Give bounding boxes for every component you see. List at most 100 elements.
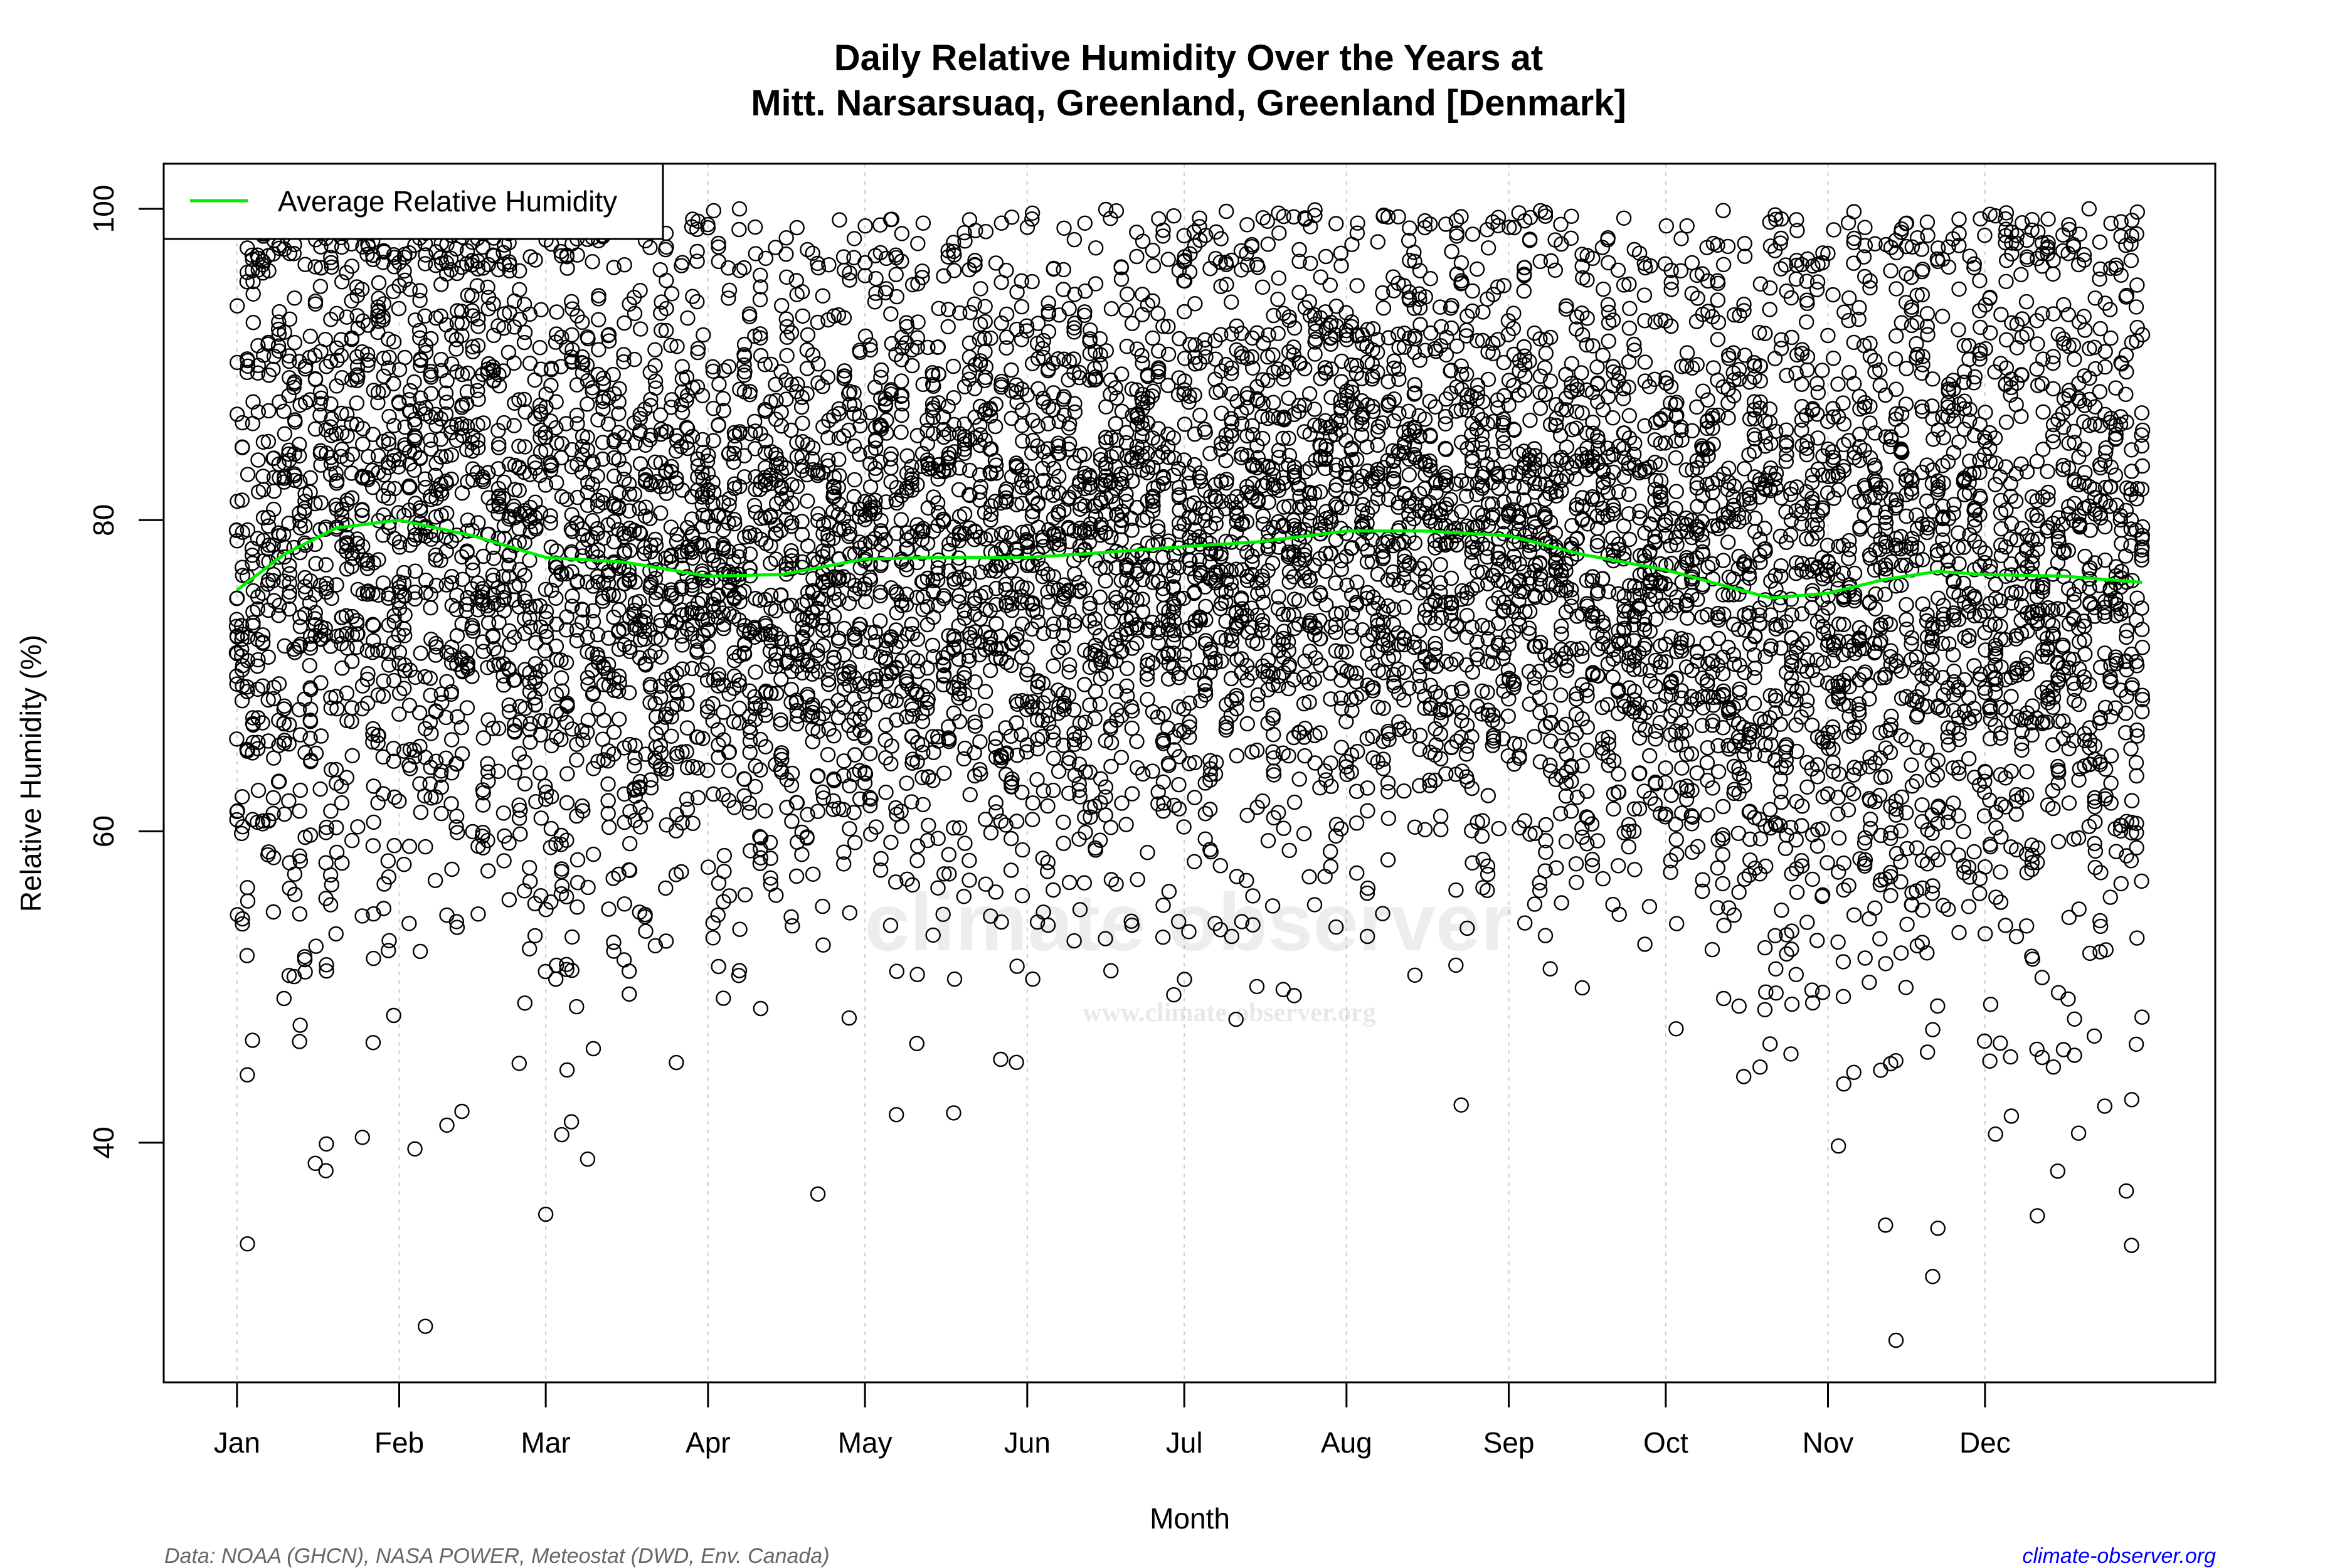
data-point [737, 887, 753, 903]
data-point [411, 322, 428, 339]
data-point [569, 457, 585, 472]
data-point [553, 827, 569, 844]
data-point [470, 575, 486, 591]
data-point [580, 1151, 596, 1167]
data-point [585, 476, 601, 492]
data-point [548, 638, 564, 654]
data-point [1014, 726, 1029, 743]
data-point [925, 523, 941, 539]
data-point [696, 327, 711, 343]
data-point [261, 844, 277, 860]
data-point [753, 830, 769, 846]
data-point [946, 263, 962, 278]
data-point [977, 299, 993, 314]
data-point [988, 396, 1004, 412]
data-point [292, 638, 307, 655]
data-point [774, 751, 790, 768]
data-point [1103, 820, 1119, 835]
data-point [333, 778, 349, 794]
data-point [349, 616, 365, 632]
data-point [648, 538, 664, 553]
data-point [768, 551, 784, 567]
data-point [596, 660, 612, 676]
data-point [904, 482, 920, 498]
data-point [411, 705, 428, 721]
data-point [438, 709, 454, 726]
data-point [538, 784, 554, 800]
data-point [569, 752, 585, 768]
data-point [230, 354, 245, 371]
data-point [988, 650, 1004, 666]
data-point [376, 296, 392, 312]
data-point [443, 447, 459, 463]
data-point [312, 278, 329, 294]
data-point [292, 782, 308, 798]
data-point [800, 689, 815, 705]
data-point [705, 363, 721, 379]
data-point [255, 678, 270, 694]
data-point [862, 342, 879, 358]
data-point [690, 760, 706, 776]
data-point [418, 839, 433, 855]
data-point [882, 918, 899, 933]
data-point [778, 246, 794, 262]
data-point [585, 603, 601, 618]
data-point [303, 753, 319, 770]
data-point [783, 543, 799, 559]
data-point [852, 711, 868, 727]
data-point [516, 391, 532, 408]
data-point [684, 581, 700, 597]
data-point [1025, 413, 1041, 428]
data-point [669, 696, 685, 712]
data-point [528, 793, 544, 810]
data-point [1256, 516, 1271, 532]
data-point [349, 627, 366, 642]
data-point [988, 641, 1004, 657]
data-point [632, 779, 647, 795]
data-point [365, 426, 381, 442]
data-point [967, 253, 983, 268]
data-point [831, 496, 847, 512]
data-point [475, 548, 491, 564]
data-point [1009, 548, 1024, 564]
data-point [795, 415, 810, 431]
data-point [323, 255, 339, 270]
data-point [919, 679, 936, 694]
data-point [354, 701, 370, 717]
data-point [1039, 864, 1056, 879]
data-point [1014, 402, 1030, 418]
data-point [988, 804, 1004, 820]
data-point [783, 325, 800, 341]
data-point [1051, 446, 1067, 462]
data-point [591, 312, 607, 327]
data-point [753, 279, 768, 295]
data-point [1076, 307, 1093, 323]
data-point [511, 577, 527, 593]
data-point [1187, 790, 1202, 805]
data-point [652, 738, 669, 754]
data-point [381, 590, 396, 606]
data-point [480, 712, 496, 728]
data-point [674, 744, 690, 760]
data-point [255, 715, 270, 731]
data-point [904, 358, 920, 374]
data-point [867, 440, 884, 456]
data-point [638, 437, 654, 453]
data-point [506, 418, 522, 433]
data-point [987, 453, 1004, 469]
data-point [245, 315, 261, 331]
data-point [842, 265, 857, 281]
data-point [527, 372, 543, 388]
watermark: climate observer www.climate-observer.or… [864, 876, 1512, 1027]
data-point [611, 406, 627, 421]
data-point [591, 291, 607, 307]
data-point [392, 584, 408, 600]
data-point [1019, 318, 1035, 334]
data-point [904, 467, 920, 483]
data-point [720, 260, 736, 276]
data-point [878, 784, 894, 800]
data-point [359, 556, 375, 571]
data-point [882, 211, 899, 228]
data-point [715, 391, 731, 406]
